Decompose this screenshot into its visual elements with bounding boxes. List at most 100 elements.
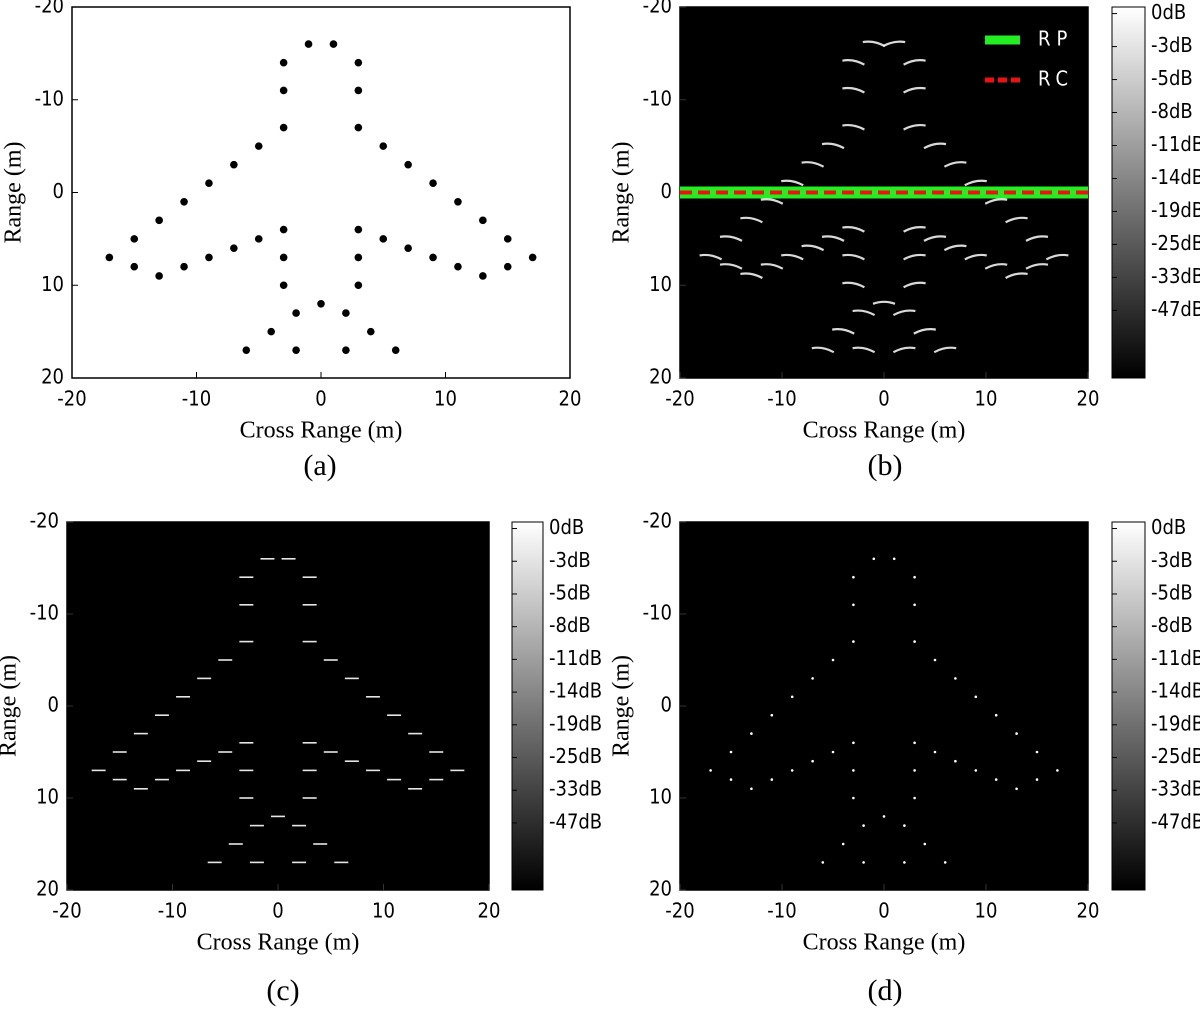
point	[821, 142, 845, 150]
point	[770, 713, 774, 717]
point	[892, 557, 896, 561]
x-tick-label: 20	[559, 387, 582, 411]
point	[292, 309, 300, 317]
point	[740, 272, 763, 279]
point	[852, 796, 855, 800]
plot-area	[71, 6, 571, 379]
point	[903, 226, 926, 233]
caption: (d)	[868, 974, 903, 1007]
caption: (a)	[303, 449, 336, 482]
y-tick-label: 20	[36, 877, 59, 901]
point	[913, 769, 916, 772]
colorbar-label: -33dB	[549, 777, 602, 801]
colorbar-label: -33dB	[1151, 264, 1200, 288]
point	[740, 216, 763, 224]
point	[279, 253, 288, 262]
colorbar-label: -19dB	[1151, 198, 1200, 222]
point	[842, 226, 865, 233]
y-tick-label: -20	[643, 0, 672, 18]
point	[279, 281, 288, 290]
point	[801, 244, 825, 252]
x-tick-label: -20	[57, 387, 86, 411]
point	[964, 253, 987, 261]
colorbar-label: -47dB	[1151, 809, 1200, 833]
point	[719, 263, 743, 270]
colorbar-label: -11dB	[1151, 132, 1200, 156]
colorbar-label: -25dB	[549, 744, 602, 768]
y-tick-label: 20	[649, 877, 672, 901]
point	[379, 142, 388, 150]
point	[842, 59, 865, 66]
colorbar-label: -3dB	[1151, 33, 1193, 57]
y-tick-label: 10	[649, 785, 672, 809]
point	[479, 216, 487, 225]
y-tick-label: 20	[649, 365, 672, 389]
point	[862, 861, 865, 864]
legend-label: RC	[1038, 67, 1074, 91]
point	[354, 253, 363, 262]
point	[892, 309, 916, 317]
point	[130, 262, 139, 271]
point	[292, 346, 300, 354]
x-tick-label: -10	[158, 899, 187, 923]
y-axis-label: Range (m)	[0, 655, 22, 757]
point	[974, 769, 978, 772]
point	[852, 575, 855, 579]
x-tick-label: 0	[878, 387, 889, 411]
colorbar-label: 0dB	[549, 515, 584, 539]
point	[379, 235, 388, 243]
point	[354, 86, 363, 95]
point	[872, 557, 876, 561]
point	[842, 123, 865, 131]
y-tick-label: 10	[649, 272, 672, 296]
point	[954, 677, 957, 680]
point	[994, 778, 998, 781]
colorbar	[511, 521, 544, 891]
point	[841, 842, 845, 846]
point	[842, 86, 865, 94]
point	[811, 759, 814, 763]
point	[903, 86, 926, 94]
point	[279, 58, 288, 67]
y-tick-label: -10	[643, 86, 672, 110]
point	[230, 244, 238, 252]
point	[279, 86, 288, 95]
point	[1056, 769, 1059, 772]
point	[130, 235, 139, 243]
point	[1025, 263, 1049, 270]
point	[354, 58, 363, 67]
point	[342, 346, 350, 354]
point	[831, 658, 835, 662]
point	[354, 225, 363, 234]
point	[943, 244, 967, 252]
colorbar-label: 0dB	[1151, 515, 1186, 539]
colorbar-label: -47dB	[549, 809, 602, 833]
point	[205, 179, 213, 188]
colorbar-label: 0dB	[1151, 0, 1186, 24]
y-tick-label: 0	[48, 693, 59, 717]
point	[862, 824, 865, 827]
point	[903, 123, 926, 131]
y-axis-label: Range (m)	[1, 142, 27, 244]
point	[254, 142, 263, 150]
x-tick-label: 0	[272, 899, 283, 923]
point	[913, 741, 916, 745]
point	[852, 769, 855, 772]
point	[1015, 787, 1018, 791]
point	[943, 161, 967, 168]
point	[994, 713, 998, 717]
point	[903, 824, 906, 827]
y-tick-label: -20	[35, 0, 64, 18]
x-tick-label: 10	[975, 899, 998, 923]
x-tick-label: -20	[52, 899, 81, 923]
point	[155, 216, 163, 225]
caption: (b)	[868, 449, 903, 482]
colorbar-label: -47dB	[1151, 297, 1200, 321]
colorbar-label: -14dB	[1151, 165, 1200, 189]
x-axis-label: Cross Range (m)	[197, 930, 360, 956]
y-tick-label: -10	[30, 601, 59, 625]
point	[892, 346, 916, 354]
y-tick-label: -20	[643, 509, 672, 533]
point	[933, 750, 937, 754]
